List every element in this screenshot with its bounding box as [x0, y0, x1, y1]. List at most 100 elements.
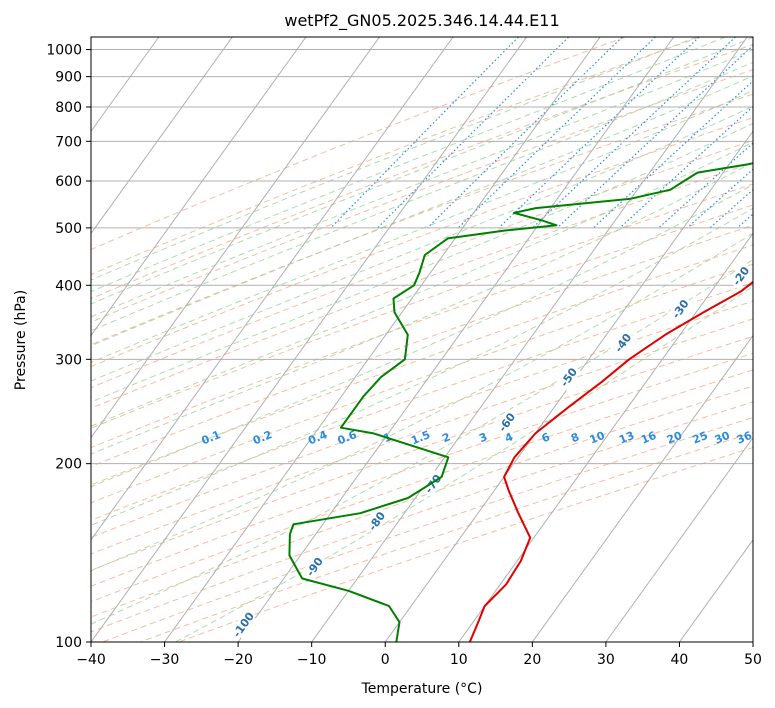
moist-adiabat-line	[91, 49, 753, 318]
isotherm-line	[752, 641, 753, 642]
temperature-profile-line	[468, 280, 753, 642]
isotherm-label-bg	[363, 507, 390, 535]
moist-adiabat-line	[91, 161, 753, 455]
x-axis-ticks: −40 −30 −20 −10 0 10 20 30 40 50	[76, 642, 762, 668]
y-tick-label: 700	[55, 134, 82, 150]
y-tick-label: 400	[55, 278, 82, 294]
x-tick-label: 10	[450, 652, 468, 668]
y-tick-label: 800	[55, 100, 82, 116]
y-tick-label: 600	[55, 174, 82, 190]
mixing-ratio-line	[686, 168, 753, 229]
mixing-ratio-label: 8	[569, 430, 581, 445]
x-tick-label: −20	[223, 652, 253, 668]
dry-adiabat-line	[91, 69, 753, 323]
x-tick-label: −10	[297, 652, 327, 668]
moist-adiabat-line	[91, 105, 753, 382]
mixing-ratio-line	[759, 37, 775, 228]
isotherm-line	[311, 37, 748, 642]
isotherm-label-bg	[610, 328, 636, 357]
x-tick-label: 0	[381, 652, 390, 668]
isotherm-line	[679, 538, 753, 642]
overlay-labels: -100-90-80-70-60-50-40-30-20-10010203040…	[200, 262, 753, 640]
mixing-ratio-line	[377, 37, 570, 229]
isotherm-label-bg	[555, 363, 582, 391]
moist-adiabat-line	[91, 232, 753, 572]
mixing-ratio-label: 2	[440, 430, 452, 445]
mixing-ratio-line	[498, 37, 700, 229]
mixing-ratio-label: 6	[540, 430, 552, 445]
x-tick-label: 40	[671, 652, 689, 668]
dry-adiabat-line	[91, 162, 753, 409]
moist-adiabat-line	[91, 75, 753, 347]
chart-title: wetPf2_GN05.2025.346.14.44.E11	[284, 11, 559, 31]
dry-adiabat-line	[91, 224, 753, 468]
mixing-ratio-label: 20	[665, 429, 684, 447]
moist-adiabat-line	[91, 89, 753, 364]
isotherm-label-bg	[230, 610, 256, 639]
isotherm-label-bg	[728, 262, 753, 290]
mixing-ratio-line	[736, 213, 753, 229]
isotherm-label-bg	[301, 552, 328, 581]
moist-adiabat-line	[91, 207, 753, 526]
dry-adiabat-line	[178, 447, 753, 642]
isotherm-line	[531, 334, 753, 642]
isotherm-label-bg	[667, 295, 693, 323]
mixing-ratio-label: 1.5	[409, 428, 432, 447]
dry-adiabat-line	[140, 432, 753, 642]
moist-adiabat-line	[91, 183, 753, 488]
moist-adiabat-line	[91, 258, 753, 625]
isotherm-line	[91, 37, 454, 541]
moist-adiabats	[91, 37, 753, 642]
dry-adiabat-line	[91, 385, 753, 618]
dry-adiabat-line	[91, 204, 753, 449]
dry-adiabat-line	[91, 37, 626, 251]
isotherm-label-bg	[420, 469, 446, 498]
isotherm-label: -100	[230, 610, 257, 640]
mixing-ratio-line	[658, 142, 753, 229]
isotherm-line	[458, 232, 753, 642]
dewpoint-profile-line	[288, 162, 753, 642]
x-tick-label: −30	[150, 652, 180, 668]
mixing-ratio-label: 0.4	[306, 428, 329, 447]
mixing-ratio-label: 3	[477, 430, 489, 445]
isotherm-line	[605, 436, 753, 642]
dry-adiabat-line	[91, 139, 753, 389]
mixing-ratio-label: 25	[691, 429, 710, 447]
y-axis-ticks: 100 200 300 400 500 600 700 800 900 1000	[46, 43, 91, 651]
x-tick-label: 50	[744, 652, 762, 668]
y-tick-label: 900	[55, 70, 82, 86]
isotherm-line	[384, 130, 753, 642]
moist-adiabat-line	[91, 37, 697, 281]
y-tick-label: 100	[55, 635, 82, 651]
sounding-series	[288, 162, 753, 642]
isotherm-line	[91, 37, 233, 235]
x-tick-label: 30	[597, 652, 615, 668]
mixing-ratio-label: 16	[639, 429, 658, 447]
y-tick-label: 1000	[46, 43, 82, 59]
x-tick-label: 20	[523, 652, 541, 668]
y-tick-label: 300	[55, 352, 82, 368]
mixing-ratio-label: 0.2	[251, 428, 274, 447]
plot-area: -100-90-80-70-60-50-40-30-20-10010203040…	[91, 37, 775, 642]
moist-adiabat-line	[91, 122, 753, 403]
mixing-ratio-line	[330, 37, 519, 229]
y-axis-title: Pressure (hPa)	[13, 290, 29, 390]
isotherm-line	[91, 37, 380, 439]
isotherm-line	[91, 37, 307, 337]
dry-adiabat-line	[91, 183, 753, 429]
mixing-ratio-label: 30	[713, 429, 732, 447]
dry-adiabat-line	[102, 417, 753, 642]
plot-frame	[90, 36, 754, 643]
skewed-isotherms	[91, 37, 753, 642]
mixing-ratio-lines	[330, 37, 775, 229]
mixing-ratio-line	[532, 37, 736, 229]
isotherm-line	[237, 37, 675, 642]
x-tick-label: −40	[76, 652, 106, 668]
dry-adiabat-line	[91, 244, 753, 486]
y-tick-label: 500	[55, 221, 82, 237]
dry-adiabat-line	[91, 37, 700, 276]
y-tick-label: 200	[55, 457, 82, 473]
moist-adiabat-line	[91, 37, 753, 305]
pressure-grid	[91, 49, 753, 642]
